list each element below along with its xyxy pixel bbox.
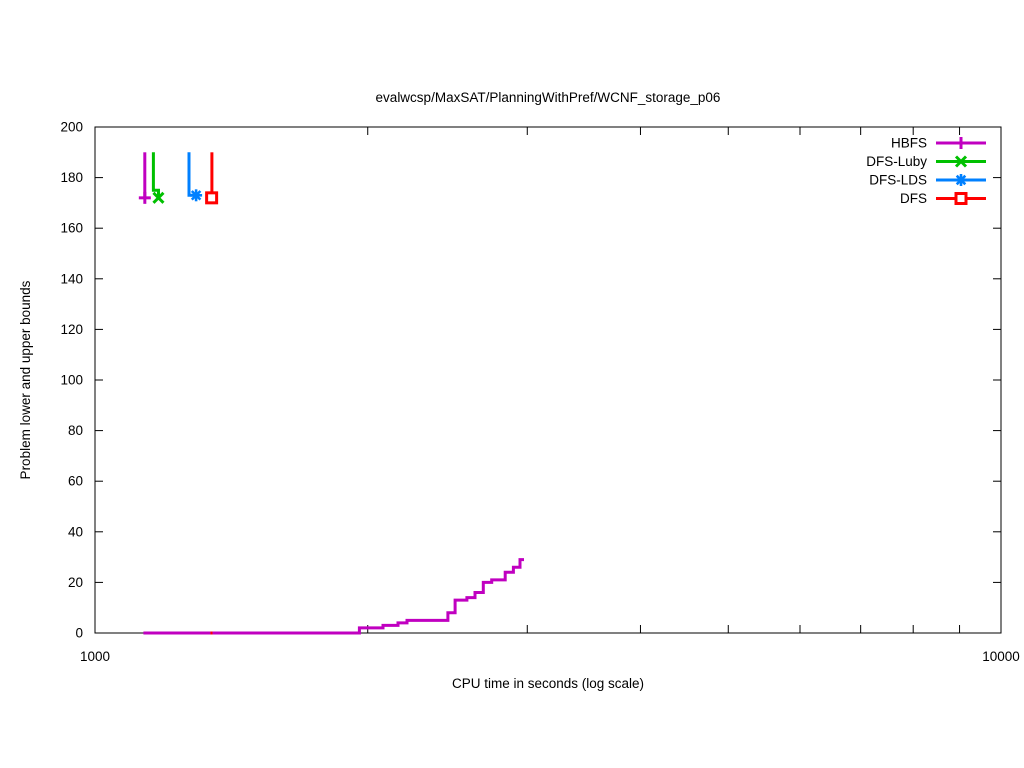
y-tick-label: 100 <box>60 373 83 388</box>
y-tick-label: 180 <box>60 170 83 185</box>
legend-item-DFS-LDS: DFS-LDS <box>869 173 986 188</box>
y-tick-label: 20 <box>68 575 83 590</box>
series-DFS-Luby-upper <box>151 152 160 198</box>
series-DFS-square-open-marker-icon <box>205 191 219 205</box>
legend-item-DFS-Luby: DFS-Luby <box>866 154 986 169</box>
y-tick-label: 140 <box>60 271 83 286</box>
legend-HBFS-plus-marker-icon <box>955 137 967 149</box>
legend-DFS-square-open-marker-icon <box>954 192 968 205</box>
legend: HBFS DFS-Luby DFS-LDS DFS <box>866 136 986 206</box>
legend-label-DFS: DFS <box>900 191 927 206</box>
y-tick-label: 200 <box>60 120 83 135</box>
legend-item-DFS: DFS <box>900 191 986 206</box>
series-DFS-Luby-cross-marker-icon <box>152 191 165 204</box>
y-tick-label: 160 <box>60 221 83 236</box>
legend-DFS-LDS-asterisk-marker-icon <box>955 174 967 186</box>
series-DFS-LDS-asterisk-marker-icon <box>190 189 203 202</box>
y-tick-label: 120 <box>60 322 83 337</box>
legend-label-DFS-Luby: DFS-Luby <box>866 154 927 169</box>
legend-DFS-Luby-cross-marker-icon <box>954 155 968 168</box>
series-HBFS-plus-marker-icon <box>138 191 151 204</box>
legend-item-HBFS: HBFS <box>891 136 986 151</box>
y-tick-label: 60 <box>68 474 83 489</box>
chart-title: evalwcsp/MaxSAT/PlanningWithPref/WCNF_st… <box>376 90 721 105</box>
series-HBFS-lower <box>143 558 524 635</box>
y-tick-label: 0 <box>75 626 83 641</box>
x-tick-label: 10000 <box>982 649 1020 664</box>
y-axis-label: Problem lower and upper bounds <box>18 280 33 479</box>
legend-label-DFS-LDS: DFS-LDS <box>869 173 927 188</box>
y-tick-label: 40 <box>68 524 83 539</box>
y-tick-label: 80 <box>68 423 83 438</box>
x-axis-label: CPU time in seconds (log scale) <box>452 676 644 691</box>
legend-label-HBFS: HBFS <box>891 136 927 151</box>
x-tick-label: 1000 <box>80 649 110 664</box>
